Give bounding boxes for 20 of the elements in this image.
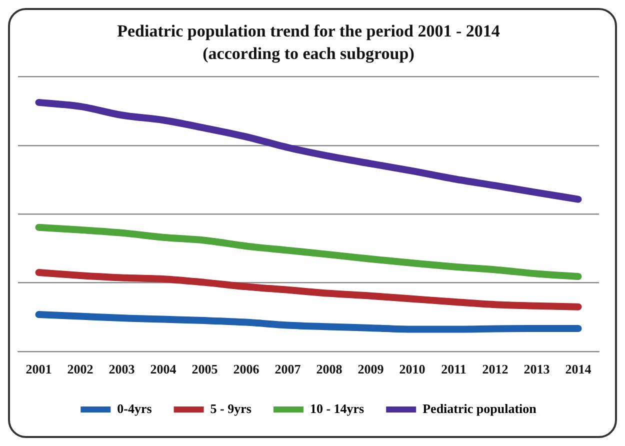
legend-label: 0-4yrs <box>117 400 152 416</box>
x-tick-label: 2009 <box>358 362 384 377</box>
x-tick-label: 2012 <box>482 362 508 377</box>
x-tick-label: 2008 <box>316 362 343 377</box>
x-tick-label: 2004 <box>150 362 177 377</box>
x-tick-label: 2001 <box>26 362 52 377</box>
chart-title: Pediatric population trend for the period 2001 - 2014 <box>117 22 500 41</box>
legend-label: 10 - 14yrs <box>310 400 364 416</box>
x-tick-label: 2003 <box>108 362 136 377</box>
legend-label: Pediatric population <box>422 400 538 416</box>
x-tick-label: 2006 <box>233 362 260 377</box>
x-tick-label: 2014 <box>565 362 592 377</box>
x-tick-label: 2007 <box>274 362 302 377</box>
x-tick-label: 2013 <box>524 362 550 377</box>
x-tick-label: 2010 <box>399 362 426 377</box>
x-tick-label: 2011 <box>441 362 466 377</box>
chart-subtitle: (according to each subgroup) <box>202 44 414 63</box>
x-tick-label: 2005 <box>192 362 218 377</box>
x-tick-label: 2002 <box>67 362 94 377</box>
legend-label: 5 - 9yrs <box>210 400 252 416</box>
